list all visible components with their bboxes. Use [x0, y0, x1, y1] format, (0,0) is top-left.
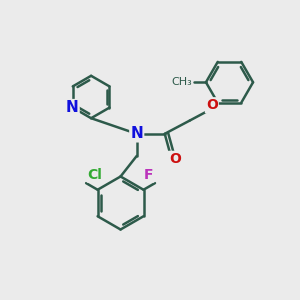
Text: N: N	[130, 126, 143, 141]
Text: N: N	[66, 100, 79, 115]
Text: O: O	[169, 152, 181, 166]
Text: Cl: Cl	[88, 168, 103, 182]
Text: CH₃: CH₃	[171, 77, 192, 87]
Text: F: F	[144, 168, 154, 182]
Text: O: O	[206, 98, 218, 112]
